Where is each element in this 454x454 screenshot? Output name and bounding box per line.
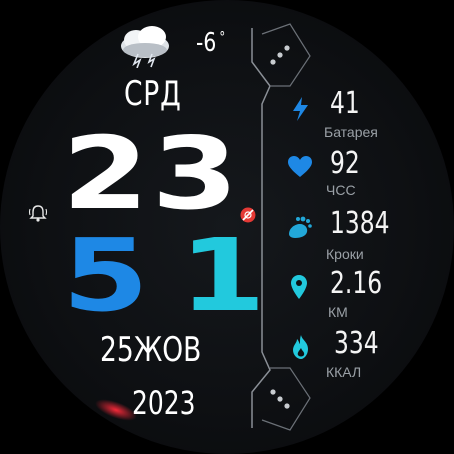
frame-dot xyxy=(284,45,290,51)
battery-value: 41 xyxy=(330,86,368,121)
do-not-disturb-icon[interactable] xyxy=(240,207,256,223)
day-month: 25ЖОВ xyxy=(100,330,230,370)
red-glow-accent xyxy=(95,399,137,421)
heart-rate-label: ЧСС xyxy=(326,182,356,198)
battery-label: Батарея xyxy=(324,124,378,140)
battery-value-text: 41 xyxy=(330,86,360,121)
distance-value: 2.16 xyxy=(330,266,397,301)
lightning-icon[interactable] xyxy=(288,96,314,122)
frame-dot xyxy=(270,389,276,395)
heart-rate-value: 92 xyxy=(330,146,368,181)
steps-label: Кроки xyxy=(326,246,364,262)
year-text: 2023 xyxy=(132,384,196,422)
weekday-text: СРД xyxy=(124,74,182,114)
calories-label: ККАЛ xyxy=(326,364,362,380)
temperature-value: -6 xyxy=(196,28,217,58)
frame-dot xyxy=(277,52,283,58)
heart-icon[interactable] xyxy=(287,154,313,180)
heart-rate-value-text: 92 xyxy=(330,146,360,181)
footprints-icon[interactable] xyxy=(286,214,312,240)
frame-line-left xyxy=(251,28,271,428)
minutes-tens: 5 xyxy=(62,217,152,334)
frame-dot xyxy=(277,396,283,402)
frame-dot xyxy=(284,403,290,409)
location-pin-icon[interactable] xyxy=(286,274,312,300)
flame-icon[interactable] xyxy=(288,334,314,360)
distance-label: КМ xyxy=(328,304,348,320)
hours-text: 23 xyxy=(62,115,241,232)
calories-value-text: 334 xyxy=(334,326,379,361)
distance-value-text: 2.16 xyxy=(330,266,383,301)
weekday: СРД xyxy=(124,74,198,114)
temperature: -6 ° xyxy=(196,28,233,58)
calories-value: 334 xyxy=(334,326,391,361)
frame-dot xyxy=(270,59,276,65)
minutes-ones: 1 xyxy=(178,217,269,334)
storm-cloud-icon[interactable] xyxy=(116,24,174,68)
hours: 23 xyxy=(62,124,238,224)
year: 2023 xyxy=(132,384,213,422)
frame-bottom-bracket xyxy=(261,367,311,431)
steps-value: 1384 xyxy=(330,206,406,241)
steps-value-text: 1384 xyxy=(330,206,390,241)
frame-top-bracket xyxy=(261,23,311,87)
day-month-text: 25ЖОВ xyxy=(100,330,202,370)
bell-icon[interactable] xyxy=(28,203,48,223)
degree-symbol: ° xyxy=(219,28,226,46)
